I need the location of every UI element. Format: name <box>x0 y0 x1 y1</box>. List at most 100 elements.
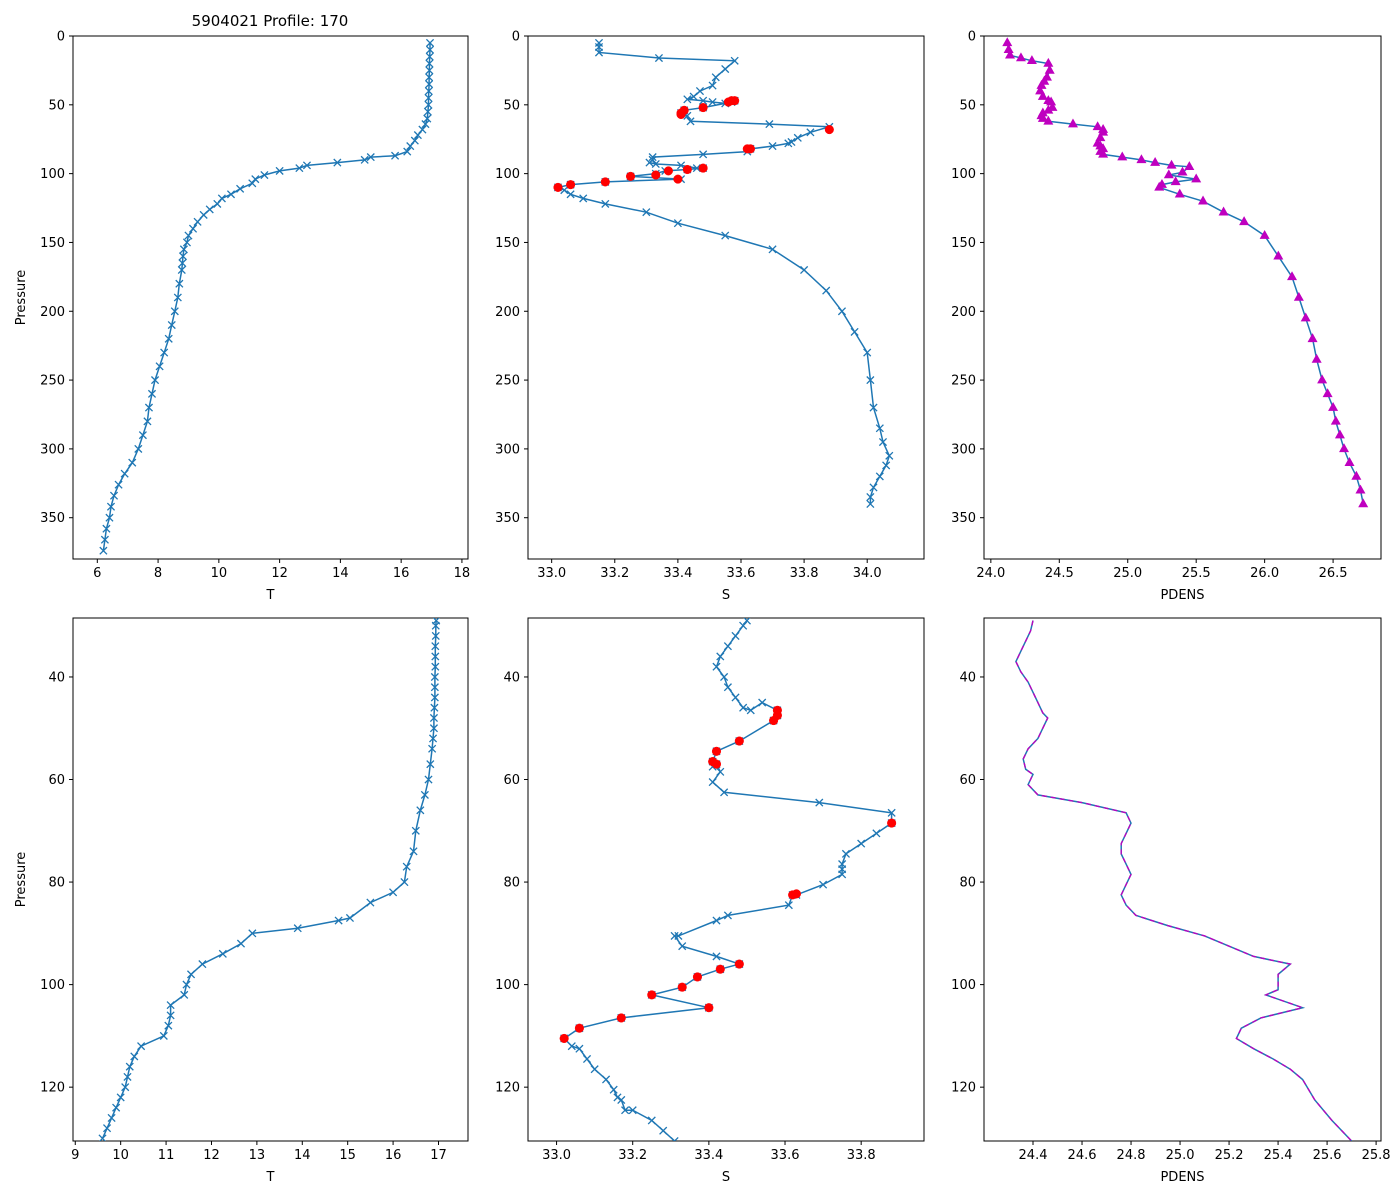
flagged-point <box>824 125 834 135</box>
data-point <box>841 849 851 858</box>
data-point <box>429 713 439 723</box>
data-point <box>159 1031 168 1040</box>
data-point <box>406 142 415 151</box>
flagged-point <box>553 182 563 192</box>
data-point <box>746 706 755 715</box>
data-point <box>887 808 896 817</box>
data-point <box>426 760 435 769</box>
flagged-point <box>692 972 702 982</box>
x-tick-label: 24.8 <box>1117 1148 1146 1163</box>
data-point <box>199 210 208 219</box>
figure-title: 5904021 Profile: 170 <box>192 12 349 30</box>
data-point <box>689 92 698 101</box>
data-point <box>784 139 793 148</box>
x-tick-label: 6 <box>93 566 101 581</box>
data-point <box>711 73 720 82</box>
x-tick-label: 33.8 <box>790 566 819 581</box>
flagged-point <box>711 759 722 769</box>
data-point <box>345 913 355 923</box>
data-point <box>869 483 878 492</box>
y-tick-label: 350 <box>951 511 976 526</box>
data-point <box>137 1042 146 1051</box>
data-point <box>411 826 420 835</box>
data-point <box>177 265 186 275</box>
data-point <box>1163 169 1174 179</box>
data-point <box>402 862 411 871</box>
plot-area <box>1002 37 1369 508</box>
data-point <box>721 231 730 240</box>
data-point <box>416 806 425 815</box>
y-tick-label: 300 <box>951 442 976 457</box>
x-tick-label: 9 <box>71 1148 79 1163</box>
y-tick-label: 100 <box>495 978 520 993</box>
data-point <box>100 535 109 544</box>
data-point <box>720 788 729 797</box>
data-point <box>1184 161 1195 171</box>
flagged-point <box>711 746 722 756</box>
data-point <box>647 1116 656 1125</box>
data-point <box>720 672 729 682</box>
data-point <box>1015 52 1026 62</box>
data-point <box>160 348 169 357</box>
x-tick-label: 25.0 <box>1113 566 1142 581</box>
data-point <box>420 790 429 799</box>
axes-frame <box>72 617 469 1142</box>
data-point <box>428 734 438 743</box>
x-tick-label: 33.0 <box>542 1148 571 1163</box>
data-point <box>424 775 433 784</box>
data-point <box>98 1134 107 1141</box>
data-point <box>425 59 434 68</box>
x-tick-label: 33.4 <box>694 1148 723 1163</box>
plot-area <box>98 618 441 1141</box>
data-point <box>806 128 815 137</box>
data-point <box>815 798 824 807</box>
data-point <box>708 81 717 90</box>
plot-area <box>99 38 435 555</box>
flagged-point <box>574 1023 584 1033</box>
data-point <box>184 231 193 240</box>
x-tick-label: 33.6 <box>771 1148 800 1163</box>
data-point <box>403 147 412 156</box>
data-point <box>708 778 717 787</box>
data-point <box>431 621 440 630</box>
plot-area <box>553 38 894 509</box>
flagged-point <box>769 715 779 726</box>
data-point <box>334 916 343 925</box>
data-point <box>1198 195 1209 205</box>
data-point <box>1043 115 1054 125</box>
subplot-1: 6 8 10 12 14 16 18 0 50 100 150 200 250 300 350 T Pressu… <box>14 30 470 604</box>
data-point <box>424 86 433 96</box>
data-point <box>1117 151 1128 161</box>
data-point <box>712 952 721 961</box>
data-point <box>128 458 137 467</box>
x-tick-label: 25.2 <box>1215 1148 1244 1163</box>
data-point <box>579 194 588 203</box>
data-point <box>1351 470 1362 480</box>
data-point <box>180 990 189 999</box>
y-tick-label: 80 <box>48 876 65 891</box>
data-point <box>428 744 437 753</box>
data-point <box>409 847 418 856</box>
x-tick-label: 15 <box>339 1148 356 1163</box>
flagged-point <box>734 959 744 969</box>
series-line <box>102 42 431 551</box>
data-point <box>768 142 777 151</box>
flagged-point <box>677 982 687 992</box>
data-point <box>218 949 227 958</box>
data-point <box>144 403 154 412</box>
data-point <box>765 120 774 129</box>
data-point <box>674 931 683 940</box>
axes-frame <box>527 617 925 1142</box>
data-point <box>1273 250 1284 260</box>
y-tick-label: 0 <box>57 30 65 45</box>
data-point <box>1307 333 1318 343</box>
data-point <box>1005 49 1016 59</box>
x-tick-label: 10 <box>211 566 228 581</box>
x-tick-label: 25.6 <box>1313 1148 1342 1163</box>
data-point <box>1191 173 1202 183</box>
x-tick-label: 33.8 <box>847 1148 876 1163</box>
x-tick-label: 11 <box>158 1148 175 1163</box>
data-point <box>1174 188 1185 198</box>
data-point <box>857 839 866 848</box>
data-point <box>248 179 257 188</box>
